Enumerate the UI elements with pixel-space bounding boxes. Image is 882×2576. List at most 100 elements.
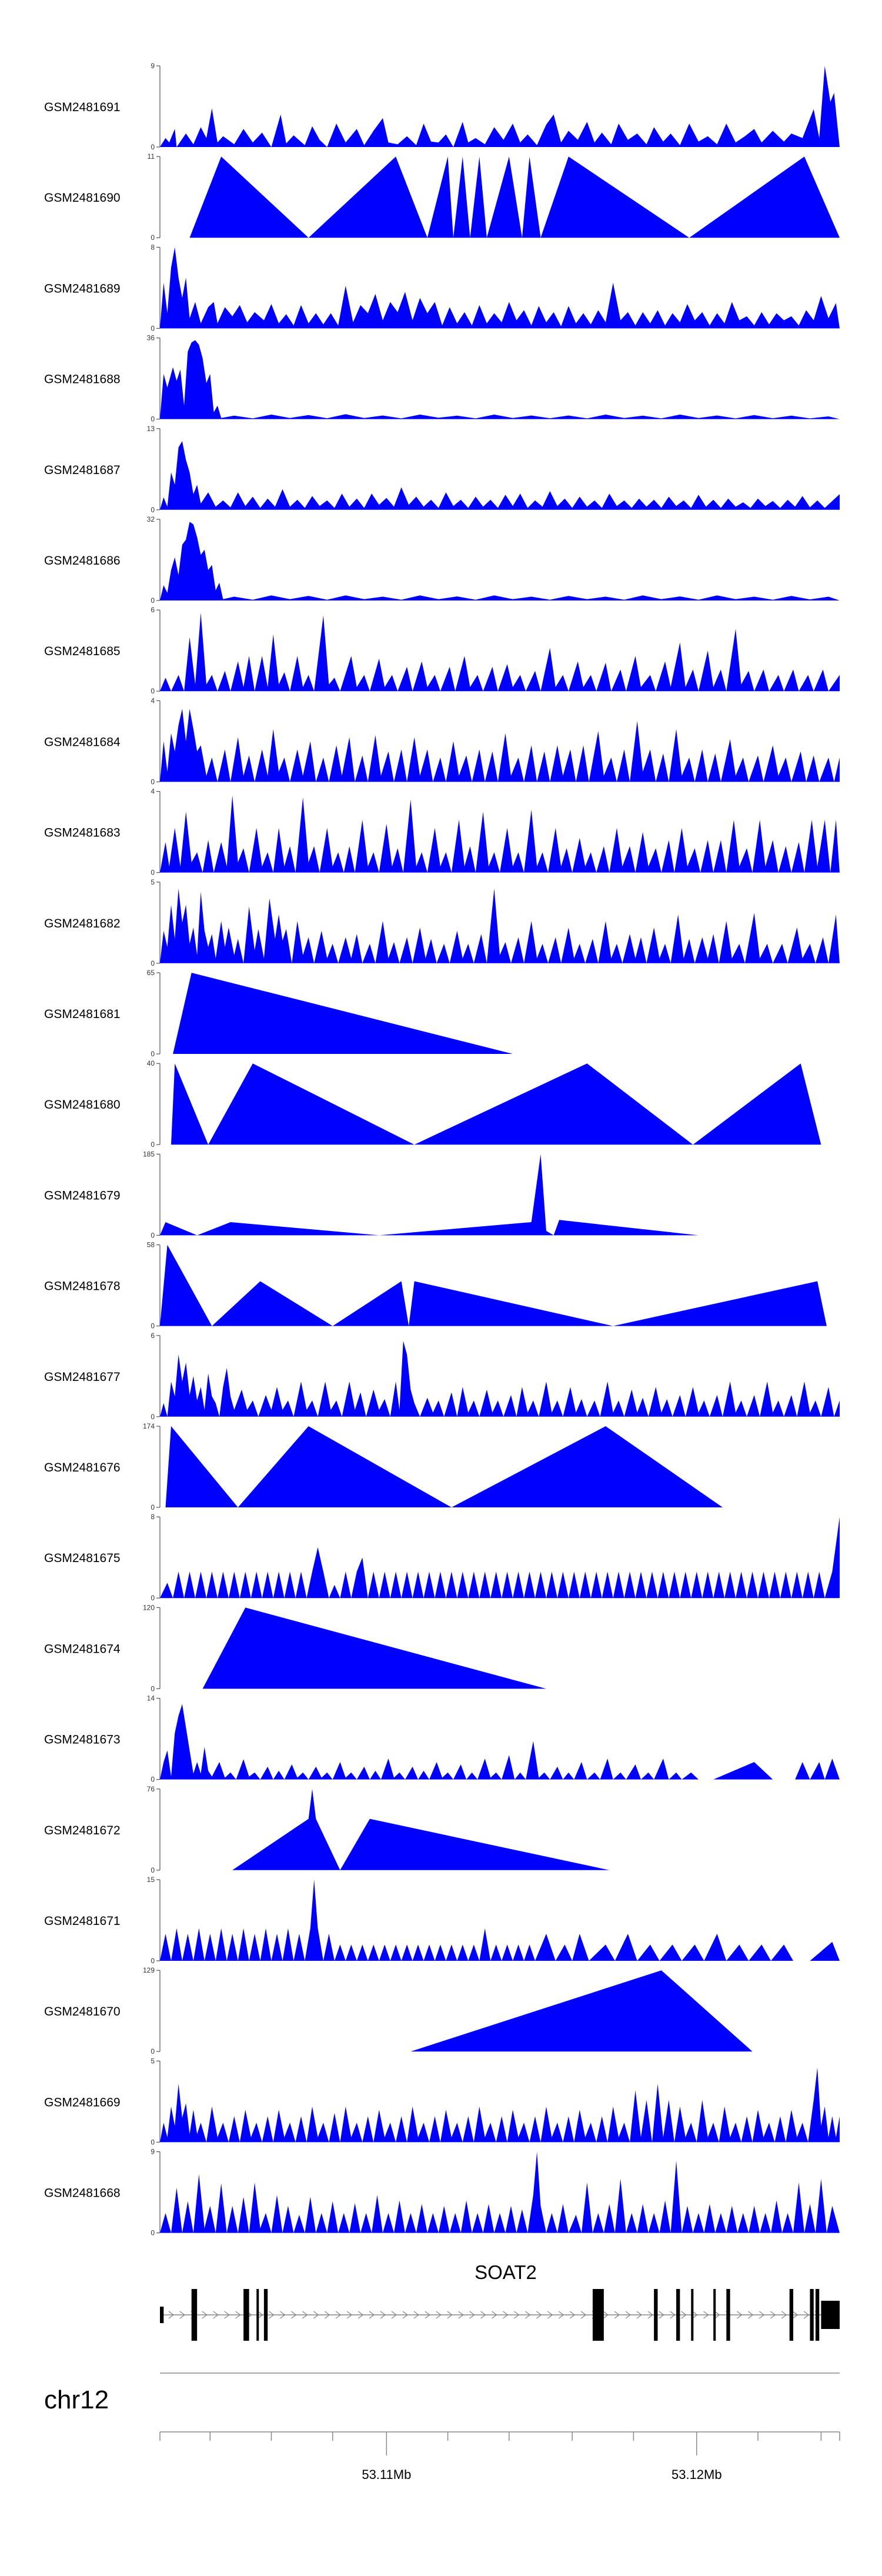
track-zero-label: 0 bbox=[151, 778, 155, 786]
strand-arrow bbox=[692, 2311, 698, 2319]
strand-arrow bbox=[480, 2311, 486, 2319]
strand-arrow bbox=[514, 2311, 520, 2319]
strand-arrow bbox=[770, 2311, 776, 2319]
strand-arrow bbox=[224, 2311, 230, 2319]
strand-arrow bbox=[670, 2311, 676, 2319]
coverage-area bbox=[160, 888, 840, 963]
track-zero-label: 0 bbox=[151, 1503, 155, 1511]
strand-arrow bbox=[425, 2311, 430, 2319]
track-label: GSM2481682 bbox=[44, 917, 121, 930]
track-label: GSM2481679 bbox=[44, 1189, 121, 1202]
coverage-area bbox=[160, 1607, 840, 1689]
track-zero-label: 0 bbox=[151, 415, 155, 423]
coverage-area bbox=[160, 441, 840, 510]
gene-exon bbox=[191, 2289, 198, 2341]
strand-arrow bbox=[569, 2311, 576, 2319]
gene-exon bbox=[263, 2289, 268, 2341]
track-ymax-label: 8 bbox=[151, 243, 155, 251]
track-zero-label: 0 bbox=[151, 1776, 155, 1784]
strand-arrow bbox=[324, 2311, 330, 2319]
strand-arrow bbox=[659, 2311, 664, 2319]
track-zero-label: 0 bbox=[151, 1231, 155, 1239]
track-zero-label: 0 bbox=[151, 1140, 155, 1149]
coverage-area bbox=[160, 1154, 840, 1236]
coverage-area bbox=[160, 1517, 840, 1599]
coverage-area bbox=[160, 1063, 840, 1145]
track-ymax-label: 15 bbox=[147, 1876, 155, 1884]
track-label: GSM2481676 bbox=[44, 1461, 121, 1474]
strand-arrow bbox=[380, 2311, 386, 2319]
track-zero-label: 0 bbox=[151, 2138, 155, 2146]
track-GSM2481683: GSM2481683 4 0 bbox=[44, 788, 840, 877]
track-label: GSM2481677 bbox=[44, 1370, 121, 1384]
track-GSM2481670: GSM2481670 129 0 bbox=[44, 1966, 840, 2056]
track-label: GSM2481688 bbox=[44, 373, 121, 386]
strand-arrow bbox=[202, 2311, 208, 2319]
track-zero-label: 0 bbox=[151, 596, 155, 605]
strand-arrow bbox=[703, 2311, 709, 2319]
track-ymax-label: 40 bbox=[147, 1059, 155, 1067]
track-ymax-label: 9 bbox=[151, 62, 155, 70]
axis-tick-label: 53.11Mb bbox=[362, 2467, 411, 2482]
track-label: GSM2481689 bbox=[44, 282, 121, 295]
track-GSM2481678: GSM2481678 58 0 bbox=[44, 1241, 840, 1330]
track-label: GSM2481686 bbox=[44, 554, 121, 568]
track-ymax-label: 58 bbox=[147, 1241, 155, 1249]
track-GSM2481685: GSM2481685 6 0 bbox=[44, 606, 840, 695]
track-GSM2481673: GSM2481673 14 0 bbox=[44, 1694, 840, 1784]
gene-exon bbox=[256, 2289, 259, 2341]
track-label: GSM2481685 bbox=[44, 645, 121, 658]
strand-arrow bbox=[492, 2311, 497, 2319]
track-ymax-label: 174 bbox=[143, 1422, 155, 1430]
gene-exon bbox=[654, 2289, 658, 2341]
track-ymax-label: 65 bbox=[147, 969, 155, 977]
coverage-area bbox=[160, 1880, 840, 1961]
track-label: GSM2481690 bbox=[44, 191, 121, 205]
track-zero-label: 0 bbox=[151, 687, 155, 695]
coverage-area bbox=[160, 1788, 840, 1870]
strand-arrow bbox=[168, 2311, 175, 2319]
gene-name-label: SOAT2 bbox=[475, 2261, 537, 2283]
gene-exon bbox=[821, 2301, 840, 2329]
track-ymax-label: 13 bbox=[147, 425, 155, 433]
track-label: GSM2481673 bbox=[44, 1733, 121, 1747]
strand-arrow bbox=[547, 2311, 553, 2319]
track-GSM2481681: GSM2481681 65 0 bbox=[44, 969, 840, 1058]
strand-arrow bbox=[748, 2311, 754, 2319]
track-GSM2481675: GSM2481675 8 0 bbox=[44, 1513, 840, 1602]
strand-arrow bbox=[235, 2311, 241, 2319]
track-zero-label: 0 bbox=[151, 1866, 155, 1874]
strand-arrow bbox=[413, 2311, 419, 2319]
track-ymax-label: 129 bbox=[143, 1966, 155, 1974]
track-zero-label: 0 bbox=[151, 2047, 155, 2056]
track-label: GSM2481668 bbox=[44, 2187, 121, 2200]
strand-arrow bbox=[792, 2311, 799, 2319]
track-GSM2481674: GSM2481674 120 0 bbox=[44, 1603, 840, 1693]
track-label: GSM2481678 bbox=[44, 1280, 121, 1293]
strand-arrow bbox=[447, 2311, 453, 2319]
coverage-area bbox=[160, 973, 840, 1054]
coverage-area bbox=[160, 2067, 840, 2143]
strand-arrow bbox=[258, 2311, 263, 2319]
strand-arrow bbox=[803, 2311, 810, 2319]
track-ymax-label: 4 bbox=[151, 788, 155, 796]
track-zero-label: 0 bbox=[151, 1050, 155, 1058]
coverage-area bbox=[160, 795, 840, 873]
track-ymax-label: 120 bbox=[143, 1603, 155, 1611]
strand-arrow bbox=[647, 2311, 653, 2319]
track-label: GSM2481691 bbox=[44, 101, 121, 114]
strand-arrow bbox=[369, 2311, 375, 2319]
track-label: GSM2481683 bbox=[44, 826, 121, 840]
track-zero-label: 0 bbox=[151, 1413, 155, 1421]
track-GSM2481669: GSM2481669 5 0 bbox=[44, 2057, 840, 2146]
strand-arrow bbox=[302, 2311, 308, 2319]
track-ymax-label: 4 bbox=[151, 696, 155, 705]
strand-arrow bbox=[458, 2311, 464, 2319]
track-GSM2481682: GSM2481682 5 0 bbox=[44, 878, 840, 967]
strand-arrow bbox=[625, 2311, 632, 2319]
strand-arrow bbox=[313, 2311, 319, 2319]
coverage-area bbox=[160, 2151, 840, 2233]
track-zero-label: 0 bbox=[151, 233, 155, 242]
track-ymax-label: 11 bbox=[148, 152, 155, 161]
